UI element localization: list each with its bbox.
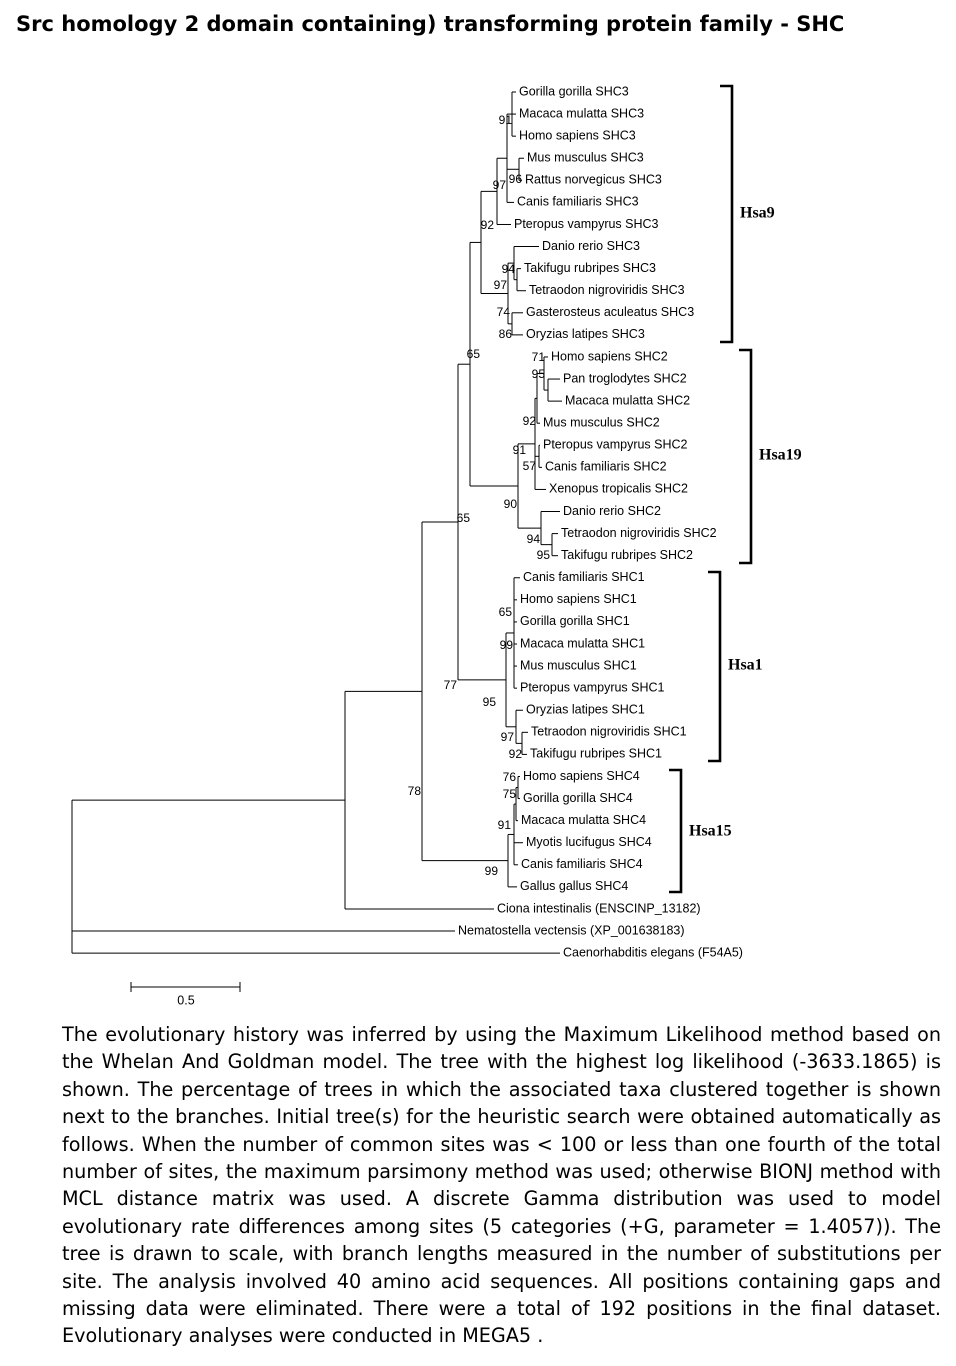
taxon-label: Pan troglodytes SHC2	[563, 371, 687, 385]
scale-bar-label: 0.5	[177, 993, 194, 1007]
taxon-label: Oryzias latipes SHC1	[526, 703, 645, 717]
taxon-label: Tetraodon nigroviridis SHC1	[531, 725, 687, 739]
bootstrap-value: 95	[537, 548, 551, 562]
bootstrap-value: 92	[509, 747, 523, 761]
bootstrap-value: 57	[523, 459, 537, 473]
bootstrap-value: 78	[408, 784, 422, 798]
bootstrap-value: 95	[483, 695, 497, 709]
taxon-label: Homo sapiens SHC3	[519, 128, 636, 142]
group-label: Hsa19	[759, 447, 802, 464]
group-bracket	[669, 768, 683, 894]
bootstrap-value: 92	[481, 218, 495, 232]
taxon-label: Macaca mulatta SHC1	[520, 636, 645, 650]
taxon-label: Macaca mulatta SHC3	[519, 106, 644, 120]
taxon-label: Gallus gallus SHC4	[520, 879, 628, 893]
bootstrap-value: 74	[497, 305, 511, 319]
taxon-label: Canis familiaris SHC3	[517, 195, 639, 209]
bootstrap-value: 96	[509, 172, 523, 186]
taxon-label: Xenopus tropicalis SHC2	[549, 482, 688, 496]
taxon-label: Pteropus vampyrus SHC2	[543, 438, 688, 452]
figure-caption: The evolutionary history was inferred by…	[62, 1023, 941, 1348]
taxon-label: Danio rerio SHC3	[542, 239, 640, 253]
taxon-label: Mus musculus SHC3	[527, 151, 644, 165]
bootstrap-value: 65	[499, 605, 513, 619]
taxon-label: Homo sapiens SHC2	[551, 349, 668, 363]
group-bracket	[739, 348, 753, 565]
bootstrap-value: 91	[499, 113, 513, 127]
bootstrap-value: 76	[503, 770, 517, 784]
bootstrap-value: 99	[485, 864, 499, 878]
group-bracket	[720, 84, 734, 344]
bootstrap-value: 71	[532, 350, 546, 364]
bootstrap-value: 91	[498, 818, 512, 832]
taxon-label: Pteropus vampyrus SHC1	[520, 680, 665, 694]
phylogenetic-tree: Gorilla gorilla SHC3 Macaca mulatta SHC3 H…	[71, 84, 802, 1007]
taxon-label: Homo sapiens SHC1	[520, 592, 637, 606]
scale-bar-line	[130, 982, 241, 992]
taxon-label: Pteropus vampyrus SHC3	[514, 217, 659, 231]
group-brackets: Hsa9 Hsa19 Hsa1 Hsa15	[669, 84, 802, 894]
bootstrap-value: 95	[532, 367, 546, 381]
taxon-label: Ciona intestinalis (ENSCINP_13182)	[497, 901, 701, 915]
taxon-labels: Gorilla gorilla SHC3 Macaca mulatta SHC3 H…	[458, 84, 743, 959]
taxon-label: Gasterosteus aculeatus SHC3	[526, 305, 694, 319]
bootstrap-value: 97	[494, 278, 508, 292]
taxon-label: Mus musculus SHC1	[520, 658, 637, 672]
taxon-label: Oryzias latipes SHC3	[526, 327, 645, 341]
taxon-label: Nematostella vectensis (XP_001638183)	[458, 923, 685, 937]
bootstrap-value: 99	[500, 638, 514, 652]
taxon-label: Takifugu rubripes SHC3	[524, 261, 656, 275]
taxon-label: Takifugu rubripes SHC2	[561, 548, 693, 562]
taxon-label: Canis familiaris SHC1	[523, 570, 645, 584]
taxon-label: Tetraodon nigroviridis SHC3	[529, 283, 685, 297]
group-label: Hsa9	[740, 205, 775, 222]
taxon-label: Rattus norvegicus SHC3	[525, 173, 662, 187]
group-label: Hsa15	[689, 823, 732, 840]
bootstrap-value: 91	[513, 443, 527, 457]
bootstrap-value: 86	[499, 327, 513, 341]
taxon-label: Macaca mulatta SHC4	[521, 813, 646, 827]
bootstrap-value: 97	[493, 178, 507, 192]
bootstrap-value: 94	[502, 262, 516, 276]
taxon-label: Homo sapiens SHC4	[523, 769, 640, 783]
taxon-label: Caenorhabditis elegans (F54A5)	[563, 945, 743, 959]
taxon-label: Mus musculus SHC2	[543, 415, 660, 429]
taxon-label: Takifugu rubripes SHC1	[530, 747, 662, 761]
taxon-label: Danio rerio SHC2	[563, 504, 661, 518]
bootstrap-value: 65	[467, 347, 481, 361]
bootstrap-value: 75	[503, 787, 517, 801]
bootstrap-value: 97	[501, 730, 515, 744]
taxon-label: Gorilla gorilla SHC3	[519, 84, 629, 98]
page-title: Src homology 2 domain containing) transf…	[16, 12, 845, 36]
taxon-label: Gorilla gorilla SHC1	[520, 614, 630, 628]
bootstrap-value: 90	[504, 497, 518, 511]
bootstrap-value: 65	[457, 511, 471, 525]
tree-branches	[71, 91, 562, 954]
scale-bar: 0.5	[130, 982, 241, 1007]
taxon-label: Tetraodon nigroviridis SHC2	[561, 526, 717, 540]
taxon-label: Gorilla gorilla SHC4	[523, 791, 633, 805]
bootstrap-value: 92	[523, 414, 537, 428]
group-bracket	[708, 570, 722, 763]
bootstrap-value: 94	[527, 532, 541, 546]
taxon-label: Macaca mulatta SHC2	[565, 393, 690, 407]
taxon-label: Canis familiaris SHC2	[545, 460, 667, 474]
bootstrap-value: 77	[444, 678, 458, 692]
group-label: Hsa1	[728, 657, 763, 674]
taxon-label: Canis familiaris SHC4	[521, 857, 643, 871]
taxon-label: Myotis lucifugus SHC4	[526, 835, 652, 849]
